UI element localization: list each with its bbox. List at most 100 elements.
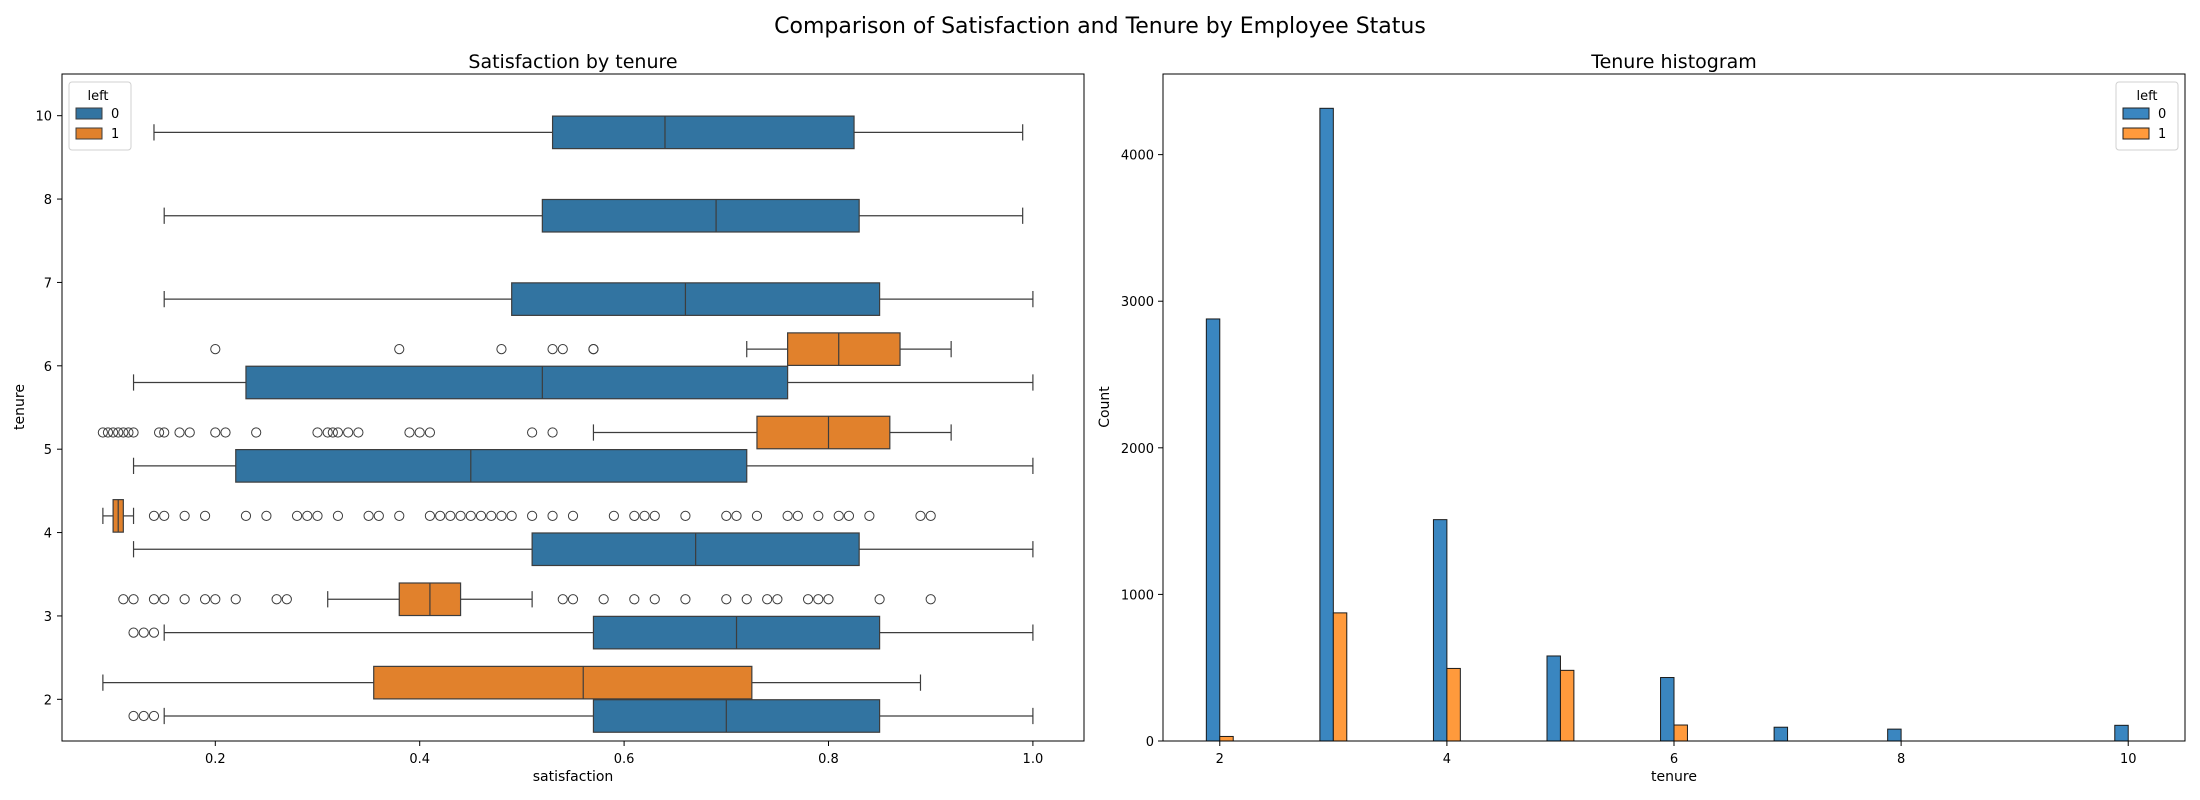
outlier-point <box>874 594 885 605</box>
iqr-box <box>787 332 901 366</box>
x-tick-label: 0.4 <box>409 752 430 767</box>
hist-bar-6-left-1 <box>1673 724 1688 742</box>
outlier-point <box>925 594 936 605</box>
boxplot-marks <box>97 115 1034 733</box>
box-7-left-0 <box>163 282 1034 316</box>
histogram-x-label: tenure <box>1651 769 1697 785</box>
outlier-point <box>567 594 579 605</box>
outlier-point <box>343 427 354 438</box>
iqr-box <box>245 365 789 400</box>
outlier-point <box>179 594 190 605</box>
boxplot-legend-swatch-0 <box>75 107 103 120</box>
outlier-point <box>251 427 262 438</box>
x-tick-label: 0.6 <box>614 752 635 767</box>
hist-bar-4-left-0 <box>1432 519 1448 742</box>
outlier-point <box>721 594 732 605</box>
outlier-point <box>148 594 160 605</box>
outlier-point <box>823 594 834 605</box>
box-4-left-1 <box>102 499 936 533</box>
hist-bar-4-left-1 <box>1446 667 1461 742</box>
outlier-point <box>608 510 619 521</box>
outlier-point <box>353 427 364 438</box>
outlier-point <box>424 510 436 521</box>
outlier-point <box>547 427 558 438</box>
iqr-box <box>551 115 855 150</box>
hist-bar-2-left-0 <box>1205 318 1221 742</box>
x-tick-label: 1.0 <box>1023 752 1044 767</box>
outlier-point <box>128 627 139 638</box>
box-6-left-0 <box>132 365 1034 400</box>
histogram-legend-swatch-1 <box>2122 127 2150 140</box>
outlier-point <box>629 594 640 605</box>
outlier-point <box>271 594 282 605</box>
outlier-point <box>159 594 170 605</box>
hist-bar-5-left-1 <box>1559 669 1575 742</box>
boxplot-legend-label-0: 0 <box>111 107 119 122</box>
outlier-point <box>782 510 793 521</box>
box-5-left-0 <box>132 449 1034 483</box>
outlier-point <box>547 344 558 355</box>
y-tick-label: 0 <box>1146 735 1154 750</box>
outlier-point <box>465 510 476 521</box>
histogram-legend-title: left <box>2136 89 2157 104</box>
x-tick-label: 0.2 <box>205 752 226 767</box>
outlier-point <box>312 427 323 438</box>
outlier-point <box>496 510 507 521</box>
outlier-point <box>680 594 691 605</box>
box-2-left-1 <box>102 665 922 700</box>
outlier-point <box>506 510 517 521</box>
hist-bar-2-left-1 <box>1219 735 1234 742</box>
box-8-left-0 <box>163 198 1024 233</box>
iqr-box <box>235 449 748 483</box>
y-tick-label: 10 <box>35 110 52 125</box>
boxplot-y-label: tenure <box>12 384 28 430</box>
outlier-point <box>210 344 221 355</box>
histogram-legend-swatch-0 <box>2122 107 2150 120</box>
histogram-title: Tenure histogram <box>1590 51 1757 73</box>
outlier-point <box>557 594 568 605</box>
iqr-box <box>511 282 881 316</box>
outlier-point <box>833 510 844 521</box>
outlier-point <box>557 344 568 355</box>
outlier-point <box>332 510 344 521</box>
iqr-box <box>373 665 753 700</box>
outlier-point <box>527 510 538 521</box>
outlier-point <box>680 510 691 521</box>
x-tick-label: 8 <box>1897 752 1905 767</box>
y-tick-label: 2000 <box>1121 442 1154 457</box>
outlier-point <box>762 594 773 605</box>
outlier-point <box>455 510 466 521</box>
outlier-point <box>97 427 108 438</box>
histogram-legend-label-1: 1 <box>2158 127 2166 142</box>
outlier-point <box>108 427 119 438</box>
outlier-point <box>138 627 149 638</box>
outlier-point <box>302 510 313 521</box>
outlier-point <box>649 594 660 605</box>
outlier-point <box>128 594 139 605</box>
outlier-point <box>445 510 456 521</box>
outlier-point <box>118 594 129 605</box>
boxplot-title: Satisfaction by tenure <box>468 51 677 73</box>
hist-bar-7-left-0 <box>1773 726 1789 742</box>
outlier-point <box>240 510 252 521</box>
outlier-point <box>813 594 824 605</box>
figure-title: Comparison of Satisfaction and Tenure by… <box>774 14 1426 39</box>
hist-bar-3-left-1 <box>1332 612 1348 742</box>
outlier-point <box>629 510 640 521</box>
outlier-point <box>128 427 139 438</box>
boxplot-x-label: satisfaction <box>533 769 614 785</box>
outlier-point <box>220 427 231 438</box>
outlier-point <box>291 510 303 521</box>
boxplot-frame <box>61 73 1085 742</box>
y-tick-label: 4 <box>44 527 52 542</box>
histogram-bars <box>1205 107 2129 742</box>
hist-bar-6-left-0 <box>1660 677 1675 742</box>
histogram-legend-label-0: 0 <box>2158 107 2166 122</box>
hist-bar-3-left-0 <box>1319 107 1334 742</box>
outlier-point <box>772 594 783 605</box>
outlier-point <box>153 427 165 438</box>
y-tick-label: 3 <box>44 610 52 625</box>
outlier-point <box>322 427 333 438</box>
hist-bar-8-left-0 <box>1887 728 1902 742</box>
y-tick-label: 6 <box>44 360 52 375</box>
